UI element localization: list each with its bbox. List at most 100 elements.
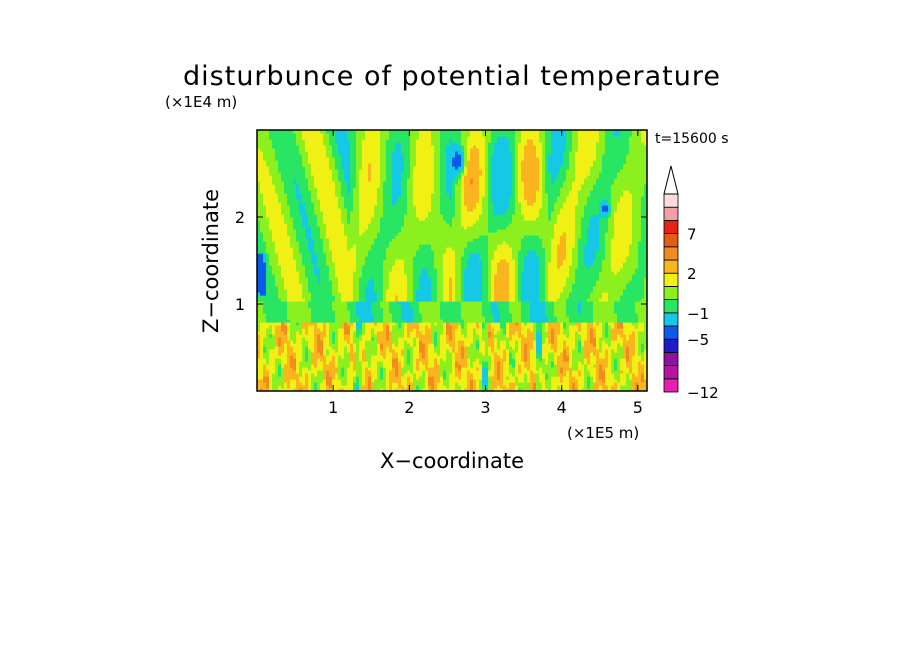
field-cell xyxy=(266,331,270,335)
field-cell xyxy=(644,352,647,356)
field-cell xyxy=(590,277,594,281)
field-cell xyxy=(473,301,477,305)
field-cell xyxy=(515,331,519,335)
field-cell xyxy=(485,367,489,371)
field-cell xyxy=(494,325,498,329)
field-cell xyxy=(605,382,609,386)
field-cell xyxy=(509,367,513,371)
field-cell xyxy=(410,382,414,386)
field-cell xyxy=(569,343,573,347)
field-cell xyxy=(314,373,318,377)
field-cell xyxy=(410,310,414,314)
field-cell xyxy=(431,361,435,365)
field-cell xyxy=(506,379,510,383)
field-cell xyxy=(521,358,525,362)
field-cell xyxy=(494,373,498,377)
field-cell xyxy=(554,370,558,374)
field-cell xyxy=(269,337,273,341)
field-cell xyxy=(635,307,639,311)
field-cell xyxy=(275,382,279,386)
field-cell xyxy=(644,310,647,314)
field-cell xyxy=(293,319,297,323)
field-cell xyxy=(407,277,411,281)
field-cell xyxy=(458,376,462,380)
field-cell xyxy=(392,373,396,377)
field-cell xyxy=(563,361,567,365)
field-cell xyxy=(569,340,573,344)
field-cell xyxy=(623,292,627,296)
field-cell xyxy=(473,331,477,335)
field-cell xyxy=(365,316,369,320)
field-cell xyxy=(347,295,351,299)
field-cell xyxy=(605,331,609,335)
field-cell xyxy=(488,358,492,362)
field-cell xyxy=(446,358,450,362)
field-cell xyxy=(635,334,639,338)
field-cell xyxy=(530,358,534,362)
field-cell xyxy=(479,361,483,365)
field-cell xyxy=(503,355,507,359)
field-cell xyxy=(608,367,612,371)
field-cell xyxy=(266,340,270,344)
field-cell xyxy=(350,316,354,320)
field-cell xyxy=(491,304,495,308)
field-cell xyxy=(494,331,498,335)
field-cell xyxy=(524,319,528,323)
field-cell xyxy=(362,307,366,311)
field-cell xyxy=(389,379,393,383)
field-cell xyxy=(494,280,498,284)
field-cell xyxy=(413,382,417,386)
field-cell xyxy=(536,385,540,389)
field-cell xyxy=(506,373,510,377)
field-cell xyxy=(542,364,546,368)
field-cell xyxy=(470,349,474,353)
field-cell xyxy=(308,358,312,362)
field-cell xyxy=(452,340,456,344)
field-cell xyxy=(602,373,606,377)
field-cell xyxy=(425,319,429,323)
field-cell xyxy=(425,331,429,335)
field-cell xyxy=(341,373,345,377)
field-cell xyxy=(359,334,363,338)
field-cell xyxy=(347,388,351,391)
field-cell xyxy=(437,361,441,365)
field-cell xyxy=(398,298,402,302)
field-cell xyxy=(452,388,456,391)
field-cell xyxy=(290,376,294,380)
field-cell xyxy=(491,352,495,356)
field-cell xyxy=(572,379,576,383)
field-cell xyxy=(338,310,342,314)
field-cell xyxy=(560,379,564,383)
field-cell xyxy=(557,298,561,302)
field-cell xyxy=(629,388,633,391)
field-cell xyxy=(551,298,555,302)
field-cell xyxy=(557,334,561,338)
field-cell xyxy=(344,274,348,278)
field-cell xyxy=(500,379,504,383)
field-cell xyxy=(491,289,495,293)
field-cell xyxy=(443,358,447,362)
field-cell xyxy=(269,283,273,287)
field-cell xyxy=(368,376,372,380)
field-cell xyxy=(398,274,402,278)
field-cell xyxy=(449,298,453,302)
field-cell xyxy=(281,322,285,326)
field-cell xyxy=(383,313,387,317)
field-cell xyxy=(326,364,330,368)
field-cell xyxy=(350,280,354,284)
field-cell xyxy=(443,373,447,377)
field-cell xyxy=(485,349,489,353)
field-cell xyxy=(566,325,570,329)
field-cell xyxy=(380,328,384,332)
field-cell xyxy=(407,388,411,391)
field-cell xyxy=(308,331,312,335)
field-cell xyxy=(476,382,480,386)
field-cell xyxy=(485,337,489,341)
field-cell xyxy=(542,313,546,317)
field-cell xyxy=(467,316,471,320)
field-cell xyxy=(299,280,303,284)
field-cell xyxy=(431,349,435,353)
field-cell xyxy=(425,283,429,287)
field-cell xyxy=(563,382,567,386)
field-cell xyxy=(635,322,639,326)
